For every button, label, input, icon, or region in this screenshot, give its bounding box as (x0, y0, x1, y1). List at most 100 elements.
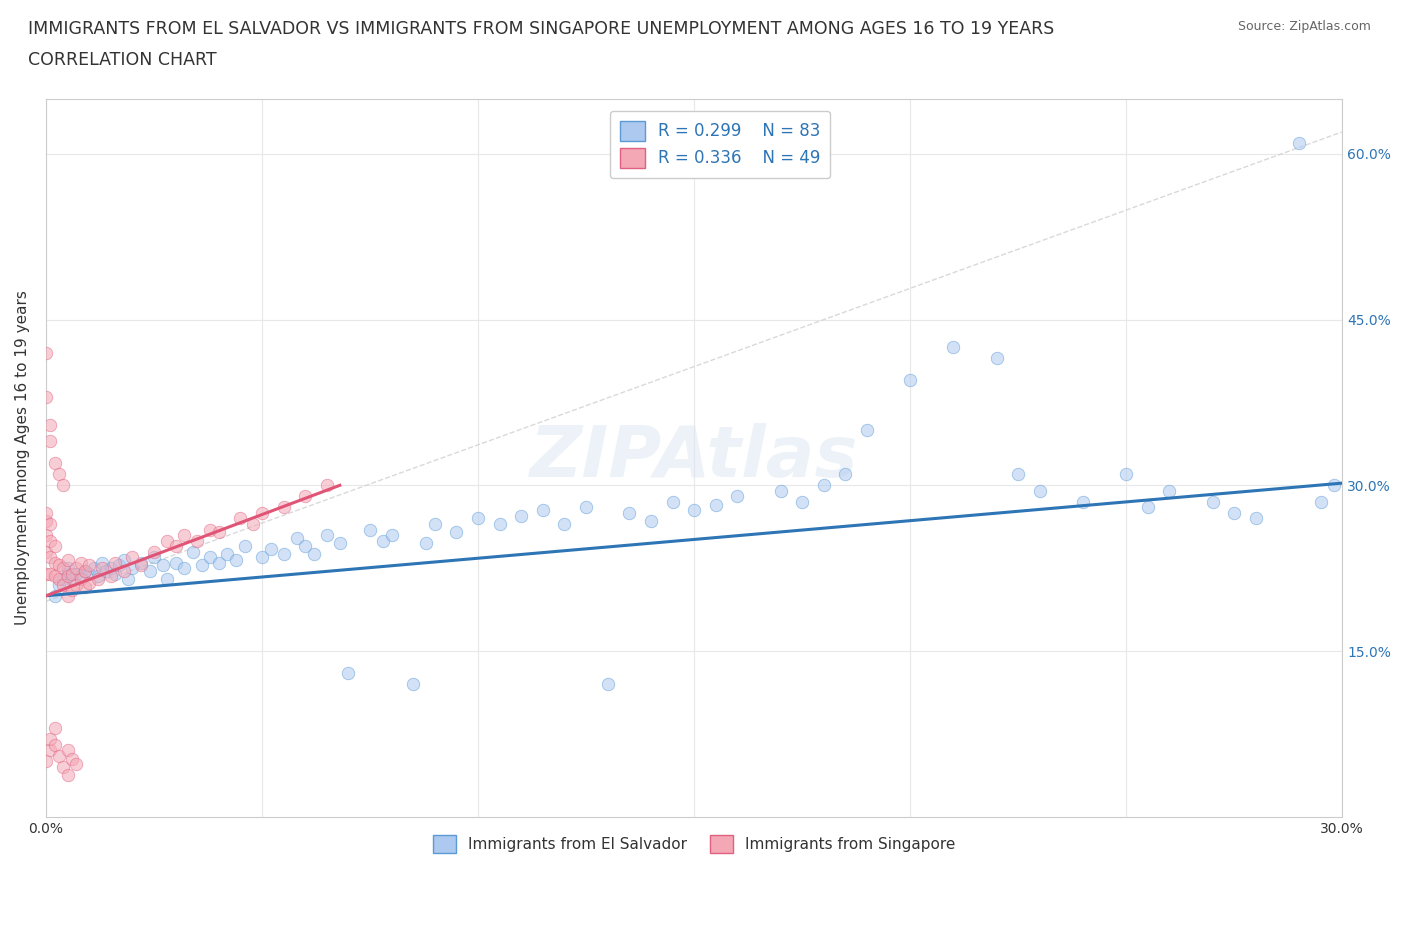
Point (273, 500, 295, 515)
Point (39, 566, 62, 581)
Point (35, 345, 58, 360)
Point (48, 557, 70, 572)
Point (121, 561, 143, 576)
Point (233, 538, 256, 553)
Point (381, 527, 404, 542)
Point (35, 544, 58, 559)
Point (1201, 495, 1223, 510)
Point (39, 516, 62, 531)
Point (285, 531, 308, 546)
Point (39, 433, 62, 448)
Point (56, 743, 79, 758)
Point (143, 550, 166, 565)
Point (1136, 500, 1159, 515)
Point (39, 418, 62, 432)
Point (813, 478, 835, 493)
Point (423, 516, 446, 531)
Point (104, 566, 127, 581)
Point (640, 513, 662, 528)
Point (856, 422, 879, 437)
Point (77, 566, 100, 581)
Text: IMMIGRANTS FROM EL SALVADOR VS IMMIGRANTS FROM SINGAPORE UNEMPLOYMENT AMONG AGES: IMMIGRANTS FROM EL SALVADOR VS IMMIGRANT… (28, 20, 1054, 38)
Point (56, 553, 79, 568)
Point (91, 561, 114, 576)
Point (35, 754, 58, 769)
Point (52, 572, 75, 587)
Point (725, 489, 748, 504)
Point (1323, 478, 1346, 493)
Point (250, 550, 273, 565)
Y-axis label: Unemployment Among Ages 16 to 19 years: Unemployment Among Ages 16 to 19 years (15, 290, 30, 625)
Point (173, 527, 195, 542)
Point (165, 538, 187, 553)
Point (39, 732, 62, 747)
Point (986, 351, 1008, 365)
Point (315, 478, 337, 493)
Point (1223, 506, 1246, 521)
Legend: Immigrants from El Salvador, Immigrants from Singapore: Immigrants from El Salvador, Immigrants … (427, 829, 962, 859)
Point (65, 578, 87, 592)
Point (44, 589, 66, 604)
Point (83, 561, 105, 576)
Point (129, 555, 152, 570)
Point (294, 489, 316, 504)
Point (35, 527, 58, 542)
Point (35, 390, 58, 405)
Point (329, 536, 352, 551)
Point (156, 572, 179, 587)
Point (1029, 484, 1052, 498)
Point (242, 516, 264, 531)
Point (208, 525, 231, 539)
Point (77, 557, 100, 572)
Point (531, 502, 554, 517)
Point (87, 572, 110, 587)
Point (129, 557, 152, 572)
Point (44, 568, 66, 583)
Point (769, 484, 792, 498)
Point (48, 749, 70, 764)
Point (337, 666, 360, 681)
Point (302, 546, 325, 561)
Point (73, 564, 96, 578)
Point (69, 555, 91, 570)
Text: ZIPAtlas: ZIPAtlas (530, 423, 859, 492)
Point (315, 527, 337, 542)
Point (44, 538, 66, 553)
Point (52, 760, 75, 775)
Point (683, 502, 706, 517)
Point (100, 568, 122, 583)
Text: CORRELATION CHART: CORRELATION CHART (28, 51, 217, 69)
Point (104, 555, 127, 570)
Point (575, 500, 598, 515)
Point (553, 516, 575, 531)
Point (181, 544, 204, 559)
Point (942, 339, 965, 354)
Point (467, 511, 489, 525)
Point (52, 561, 75, 576)
Point (260, 542, 283, 557)
Point (208, 555, 231, 570)
Point (898, 373, 921, 388)
Point (56, 566, 79, 581)
Point (510, 509, 533, 524)
Point (108, 557, 131, 572)
Point (143, 544, 166, 559)
Point (1159, 484, 1181, 498)
Point (56, 561, 79, 576)
Point (704, 498, 727, 512)
Point (65, 561, 87, 576)
Point (186, 533, 208, 548)
Point (1071, 495, 1094, 510)
Point (1115, 467, 1137, 482)
Point (35, 566, 58, 581)
Point (65, 756, 87, 771)
Text: Source: ZipAtlas.com: Source: ZipAtlas.com (1237, 20, 1371, 33)
Point (77, 575, 100, 590)
Point (44, 456, 66, 471)
Point (198, 522, 221, 537)
Point (198, 550, 221, 565)
Point (229, 511, 252, 525)
Point (69, 568, 91, 583)
Point (60, 751, 83, 766)
Point (1309, 495, 1331, 510)
